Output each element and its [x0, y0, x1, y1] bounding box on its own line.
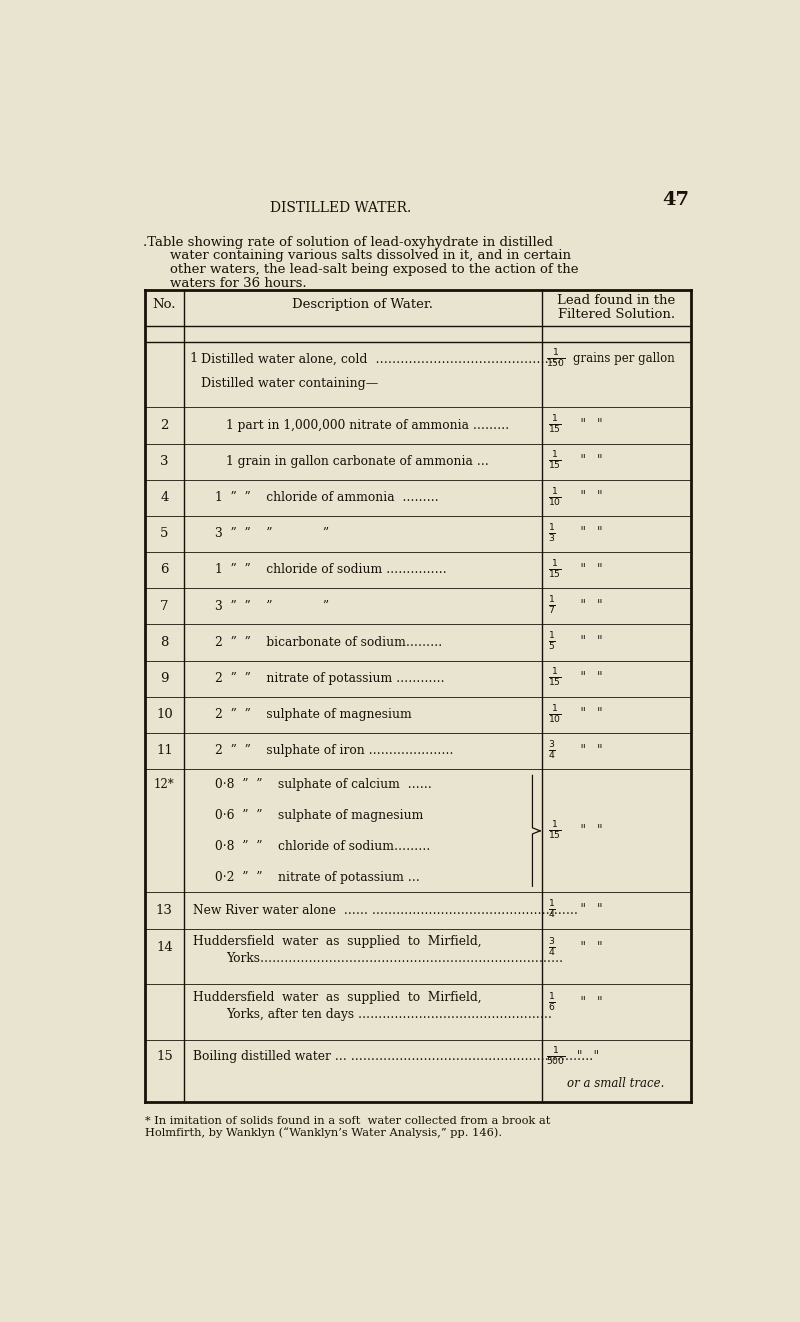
Text: "   ": " ": [573, 995, 602, 1009]
Text: Distilled water containing—: Distilled water containing—: [201, 377, 378, 390]
Text: 9: 9: [160, 672, 169, 685]
Text: "   ": " ": [573, 824, 602, 837]
Text: 1  ”  ”    chloride of ammonia  ………: 1 ” ” chloride of ammonia ………: [214, 490, 438, 504]
Text: New River water alone  …… ……………………………………………: New River water alone …… …………………………………………: [193, 904, 578, 916]
Text: "   ": " ": [573, 743, 602, 756]
Text: 2  ”  ”    sulphate of magnesium: 2 ” ” sulphate of magnesium: [214, 709, 411, 720]
Text: $\frac{1}{15}$: $\frac{1}{15}$: [548, 668, 562, 690]
Text: "   ": " ": [573, 903, 602, 916]
Text: 11: 11: [156, 744, 173, 758]
Text: Description of Water.: Description of Water.: [292, 297, 434, 311]
Text: 15: 15: [156, 1050, 173, 1063]
Text: "   ": " ": [573, 526, 602, 539]
Text: $\frac{1}{15}$: $\frac{1}{15}$: [548, 820, 562, 842]
Text: "   ": " ": [573, 672, 602, 683]
Text: $\frac{1}{15}$: $\frac{1}{15}$: [548, 414, 562, 436]
Text: 13: 13: [156, 904, 173, 916]
Text: water containing various salts dissolved in it, and in certain: water containing various salts dissolved…: [170, 250, 570, 263]
Text: 10: 10: [156, 709, 173, 720]
Text: "   ": " ": [573, 453, 602, 467]
Text: 1  ”  ”    chloride of sodium ……………: 1 ” ” chloride of sodium ……………: [214, 563, 446, 576]
Text: 1 part in 1,000,000 nitrate of ammonia ………: 1 part in 1,000,000 nitrate of ammonia ……: [226, 419, 510, 431]
Text: $\frac{1}{6}$: $\frac{1}{6}$: [548, 993, 556, 1014]
Text: Yorks, after ten days …………………………………………: Yorks, after ten days …………………………………………: [226, 1007, 552, 1021]
Text: $\frac{1}{15}$: $\frac{1}{15}$: [548, 451, 562, 472]
Text: $\frac{1}{15}$: $\frac{1}{15}$: [548, 559, 562, 580]
Text: grains per gallon: grains per gallon: [573, 353, 674, 365]
Text: Huddersfield  water  as  supplied  to  Mirfield,: Huddersfield water as supplied to Mirfie…: [193, 935, 482, 948]
Text: 0·2  ”  ”    nitrate of potassium …: 0·2 ” ” nitrate of potassium …: [214, 871, 419, 884]
Text: 0·8  ”  ”    chloride of sodium………: 0·8 ” ” chloride of sodium………: [214, 839, 430, 853]
Text: other waters, the lead-salt being exposed to the action of the: other waters, the lead-salt being expose…: [170, 263, 578, 276]
Text: "   ": " ": [573, 707, 602, 720]
Text: Lead found in the: Lead found in the: [557, 293, 675, 307]
Text: 1: 1: [190, 353, 198, 365]
Text: Distilled water alone, cold  ………………………………………: Distilled water alone, cold …………………………………: [201, 353, 561, 365]
Text: $\frac{1}{10}$: $\frac{1}{10}$: [548, 703, 562, 726]
Text: $\frac{1}{10}$: $\frac{1}{10}$: [548, 486, 562, 509]
Text: $\frac{1}{5}$: $\frac{1}{5}$: [548, 631, 556, 653]
Text: "   ": " ": [573, 635, 602, 648]
Text: 0·8  ”  ”    sulphate of calcium  ……: 0·8 ” ” sulphate of calcium ……: [214, 779, 431, 792]
Text: 2  ”  ”    bicarbonate of sodium………: 2 ” ” bicarbonate of sodium………: [214, 636, 442, 649]
Text: 7: 7: [160, 599, 169, 612]
Text: Boiling distilled water … ……………………………………………………: Boiling distilled water … ………………………………………: [193, 1050, 594, 1063]
Text: 47: 47: [662, 190, 689, 209]
Text: $\frac{1}{500}$: $\frac{1}{500}$: [546, 1046, 566, 1068]
Text: DISTILLED WATER.: DISTILLED WATER.: [270, 201, 411, 215]
Text: "   ": " ": [573, 418, 602, 431]
Text: "   ": " ": [573, 490, 602, 504]
Text: 2: 2: [160, 419, 169, 431]
Text: 2  ”  ”    sulphate of iron …………………: 2 ” ” sulphate of iron …………………: [214, 744, 453, 758]
Text: 12*: 12*: [154, 779, 174, 792]
Text: 2  ”  ”    nitrate of potassium …………: 2 ” ” nitrate of potassium …………: [214, 672, 444, 685]
Text: "   ": " ": [573, 941, 602, 953]
Text: $\frac{3}{4}$: $\frac{3}{4}$: [548, 937, 556, 958]
Text: No.: No.: [153, 297, 176, 311]
Text: 14: 14: [156, 941, 173, 954]
Text: 5: 5: [160, 527, 169, 541]
Text: 6: 6: [160, 563, 169, 576]
Text: 1 grain in gallon carbonate of ammonia …: 1 grain in gallon carbonate of ammonia …: [226, 455, 490, 468]
Text: 3  ”  ”    ”             ”: 3 ” ” ” ”: [214, 599, 329, 612]
Text: 8: 8: [160, 636, 169, 649]
Text: Filtered Solution.: Filtered Solution.: [558, 308, 674, 321]
Text: $\frac{1}{4}$: $\frac{1}{4}$: [548, 899, 556, 921]
Text: "   ": " ": [573, 599, 602, 612]
Text: $\frac{3}{4}$: $\frac{3}{4}$: [548, 740, 556, 761]
Text: 0·6  ”  ”    sulphate of magnesium: 0·6 ” ” sulphate of magnesium: [214, 809, 423, 822]
Text: 4: 4: [160, 490, 169, 504]
Text: .Table showing rate of solution of lead-oxyhydrate in distilled: .Table showing rate of solution of lead-…: [142, 235, 553, 249]
Text: 3: 3: [160, 455, 169, 468]
Text: Huddersfield  water  as  supplied  to  Mirfield,: Huddersfield water as supplied to Mirfie…: [193, 990, 482, 1003]
Text: * In imitation of solids found in a soft  water collected from a brook at
Holmfi: * In imitation of solids found in a soft…: [145, 1116, 550, 1138]
Text: waters for 36 hours.: waters for 36 hours.: [170, 278, 306, 291]
Text: $\frac{1}{7}$: $\frac{1}{7}$: [548, 595, 556, 617]
Text: Yorks…………………………………………………………………: Yorks…………………………………………………………………: [226, 952, 563, 965]
Text: "   ": " ": [573, 563, 602, 575]
Text: 3  ”  ”    ”             ”: 3 ” ” ” ”: [214, 527, 329, 541]
Text: $\frac{1}{150}$: $\frac{1}{150}$: [546, 348, 566, 370]
Text: or a small trace.: or a small trace.: [567, 1077, 665, 1089]
Text: "   ": " ": [577, 1050, 598, 1063]
Text: $\frac{1}{3}$: $\frac{1}{3}$: [548, 522, 556, 545]
